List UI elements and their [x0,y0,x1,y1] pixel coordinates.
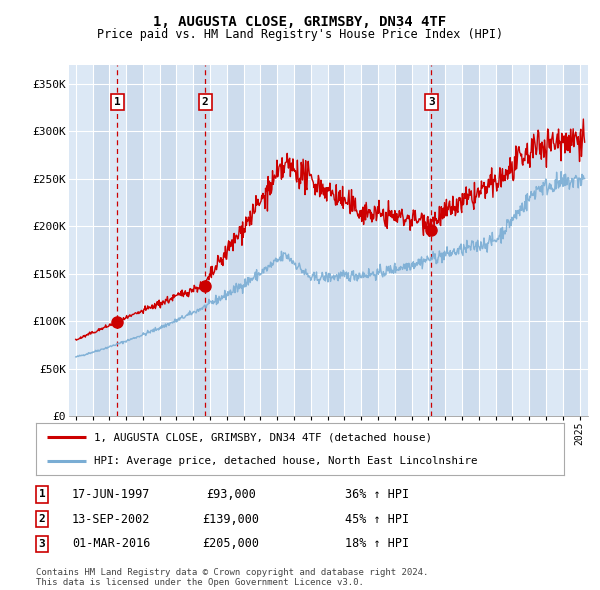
Bar [496,65,512,416]
Bar [227,65,244,416]
Bar [395,65,412,416]
Bar [143,65,160,416]
Bar [260,65,277,416]
Bar [193,65,210,416]
Text: £139,000: £139,000 [203,513,260,526]
Text: 17-JUN-1997: 17-JUN-1997 [72,488,150,501]
Text: 3: 3 [428,97,434,107]
Bar [311,65,328,416]
Bar [92,65,109,416]
Bar [109,65,126,416]
Text: £93,000: £93,000 [206,488,256,501]
Text: 3: 3 [38,539,46,549]
Bar [244,65,260,416]
Text: This data is licensed under the Open Government Licence v3.0.: This data is licensed under the Open Gov… [36,578,364,588]
Bar [479,65,496,416]
Text: HPI: Average price, detached house, North East Lincolnshire: HPI: Average price, detached house, Nort… [94,456,478,466]
Bar [462,65,479,416]
Text: 45% ↑ HPI: 45% ↑ HPI [345,513,409,526]
Text: 18% ↑ HPI: 18% ↑ HPI [345,537,409,550]
Bar [126,65,143,416]
Bar [76,65,92,416]
Text: 01-MAR-2016: 01-MAR-2016 [72,537,150,550]
Text: 13-SEP-2002: 13-SEP-2002 [72,513,150,526]
Bar [328,65,344,416]
Bar [210,65,227,416]
Text: 36% ↑ HPI: 36% ↑ HPI [345,488,409,501]
Bar [580,65,596,416]
Bar [277,65,294,416]
Text: 1, AUGUSTA CLOSE, GRIMSBY, DN34 4TF (detached house): 1, AUGUSTA CLOSE, GRIMSBY, DN34 4TF (det… [94,432,432,442]
Bar [378,65,395,416]
Bar [445,65,462,416]
Text: Contains HM Land Registry data © Crown copyright and database right 2024.: Contains HM Land Registry data © Crown c… [36,568,428,577]
Bar [529,65,546,416]
Bar [512,65,529,416]
Text: 2: 2 [202,97,208,107]
Bar [294,65,311,416]
Bar [344,65,361,416]
Bar [428,65,445,416]
Bar [361,65,378,416]
Bar [563,65,580,416]
Text: £205,000: £205,000 [203,537,260,550]
Text: 1: 1 [38,490,46,499]
Bar [176,65,193,416]
Text: Price paid vs. HM Land Registry's House Price Index (HPI): Price paid vs. HM Land Registry's House … [97,28,503,41]
Bar [546,65,563,416]
Bar [412,65,428,416]
Text: 2: 2 [38,514,46,524]
Bar [160,65,176,416]
Text: 1, AUGUSTA CLOSE, GRIMSBY, DN34 4TF: 1, AUGUSTA CLOSE, GRIMSBY, DN34 4TF [154,15,446,30]
Text: 1: 1 [113,97,121,107]
